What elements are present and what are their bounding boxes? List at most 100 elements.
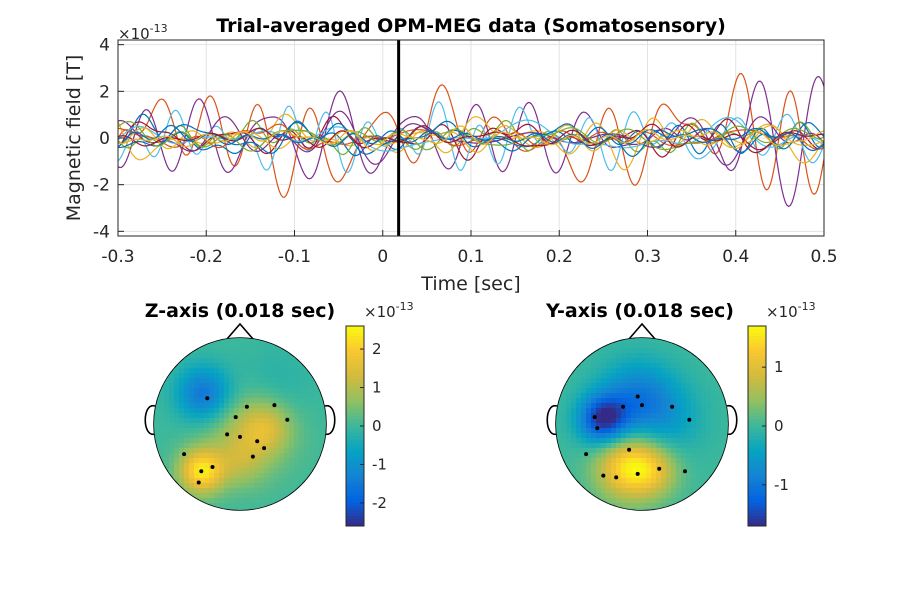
field-cell xyxy=(681,388,687,394)
field-cell xyxy=(646,338,652,344)
field-cell xyxy=(254,448,260,454)
field-cell xyxy=(651,378,657,384)
field-cell xyxy=(571,463,577,469)
field-cell xyxy=(636,473,642,479)
field-cell xyxy=(636,468,642,474)
field-cell xyxy=(591,483,597,489)
field-cell xyxy=(666,473,672,479)
field-cell xyxy=(571,443,577,449)
field-cell xyxy=(179,453,185,459)
field-cell xyxy=(199,423,205,429)
field-cell xyxy=(701,358,707,364)
field-map xyxy=(154,338,326,510)
field-cell xyxy=(621,433,627,439)
field-cell xyxy=(711,423,717,429)
field-cell xyxy=(561,448,567,454)
field-cell xyxy=(209,413,215,419)
field-cell xyxy=(606,448,612,454)
field-cell xyxy=(706,453,712,459)
field-cell xyxy=(294,368,300,374)
field-cell xyxy=(309,413,315,419)
field-cell xyxy=(204,383,210,389)
sensor-markers xyxy=(182,396,290,485)
field-cell xyxy=(209,428,215,434)
field-cell xyxy=(631,368,637,374)
field-cell xyxy=(626,343,632,349)
field-cell xyxy=(601,393,607,399)
field-cell xyxy=(696,438,702,444)
field-cell xyxy=(636,423,642,429)
field-cell xyxy=(621,503,627,509)
sensor-marker xyxy=(182,452,187,457)
field-cell xyxy=(666,368,672,374)
field-cell xyxy=(691,423,697,429)
field-cell xyxy=(279,493,285,499)
field-cell xyxy=(691,428,697,434)
field-cell xyxy=(626,413,632,419)
colorbar-segment xyxy=(346,456,364,460)
field-cell xyxy=(621,353,627,359)
field-cell xyxy=(606,343,612,349)
left-ear-outline xyxy=(546,405,558,435)
field-cell xyxy=(686,378,692,384)
field-cell xyxy=(214,388,220,394)
field-cell xyxy=(571,393,577,399)
field-cell xyxy=(721,433,727,439)
field-cell xyxy=(721,398,727,404)
field-cell xyxy=(249,363,255,369)
field-cell xyxy=(656,338,662,344)
field-cell xyxy=(686,458,692,464)
field-cell xyxy=(596,428,602,434)
field-cell xyxy=(586,418,592,424)
field-cell xyxy=(656,413,662,419)
colorbar-segment xyxy=(748,332,766,337)
field-cell xyxy=(646,493,652,499)
field-cell xyxy=(204,343,210,349)
field-cell xyxy=(269,498,275,504)
field-cell xyxy=(626,473,632,479)
field-cell xyxy=(194,463,200,469)
field-cell xyxy=(571,413,577,419)
field-cell xyxy=(636,443,642,449)
field-cell xyxy=(214,398,220,404)
field-cell xyxy=(279,488,285,494)
field-cell xyxy=(706,448,712,454)
field-cell xyxy=(174,413,180,419)
field-cell xyxy=(289,438,295,444)
field-cell xyxy=(184,398,190,404)
field-cell xyxy=(224,388,230,394)
field-cell xyxy=(269,453,275,459)
field-cell xyxy=(264,363,270,369)
field-cell xyxy=(309,378,315,384)
field-cell xyxy=(671,428,677,434)
field-cell xyxy=(661,508,667,510)
field-cell xyxy=(219,373,225,379)
field-cell xyxy=(656,358,662,364)
field-cell xyxy=(194,453,200,459)
field-cell xyxy=(676,438,682,444)
field-cell xyxy=(269,353,275,359)
field-cell xyxy=(621,443,627,449)
nose-outline xyxy=(226,322,254,340)
field-cell xyxy=(274,388,280,394)
field-cell xyxy=(244,423,250,429)
field-cell xyxy=(566,443,572,449)
field-cell xyxy=(264,358,270,364)
field-cell xyxy=(641,368,647,374)
field-cell xyxy=(249,378,255,384)
field-cell xyxy=(616,353,622,359)
colorbar-segment xyxy=(748,419,766,424)
field-cell xyxy=(701,418,707,424)
field-cell xyxy=(259,438,265,444)
field-cell xyxy=(244,408,250,414)
field-cell xyxy=(606,388,612,394)
field-cell xyxy=(249,473,255,479)
field-cell xyxy=(224,423,230,429)
field-cell xyxy=(284,478,290,484)
field-cell xyxy=(299,408,305,414)
field-cell xyxy=(601,383,607,389)
field-cell xyxy=(621,343,627,349)
field-cell xyxy=(239,473,245,479)
field-cell xyxy=(671,418,677,424)
field-cell xyxy=(711,438,717,444)
